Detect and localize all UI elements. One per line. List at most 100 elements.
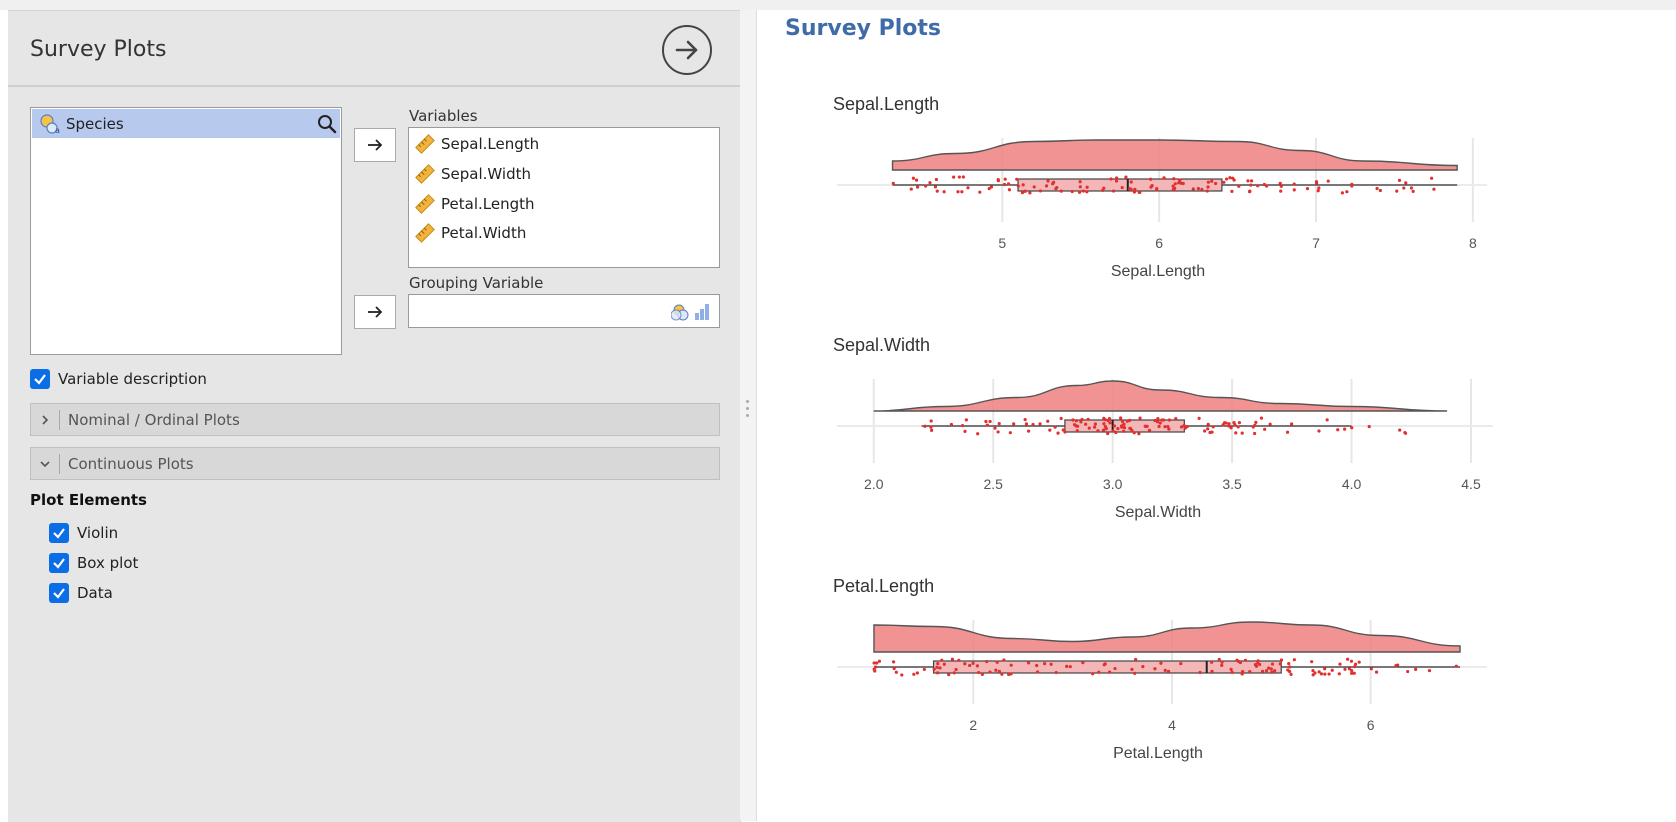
data-point [1269, 667, 1273, 671]
data-point [1279, 184, 1283, 188]
tick-label: 2 [969, 717, 977, 733]
data-point [1048, 428, 1052, 432]
data-point [1210, 669, 1214, 673]
data-point [1350, 671, 1354, 675]
data-point [1056, 431, 1060, 435]
run-arrow-button[interactable] [662, 25, 712, 75]
x-axis-label: Sepal.Length [1111, 263, 1205, 280]
variable-label: Sepal.Length [441, 135, 540, 153]
data-point [1403, 430, 1407, 435]
data-point [1267, 666, 1271, 670]
data-point [1278, 662, 1282, 666]
section-label: Continuous Plots [68, 454, 194, 473]
data-point [1059, 189, 1063, 193]
data-point [1081, 189, 1085, 193]
data-point [985, 659, 989, 664]
source-variable-list[interactable]: a Species [30, 107, 342, 355]
data-point [985, 423, 989, 427]
data-point [935, 189, 939, 193]
variable-label: Petal.Length [441, 195, 535, 213]
data-point [909, 187, 913, 191]
data-point [915, 671, 919, 675]
data-point [1288, 665, 1292, 669]
data-point [1292, 658, 1296, 662]
search-icon [318, 114, 337, 133]
data-point [954, 667, 958, 672]
move-to-grouping-button[interactable] [354, 295, 396, 329]
data-point [1183, 426, 1188, 430]
data-point [1352, 671, 1356, 675]
data-point [1292, 188, 1296, 192]
data-point [1150, 184, 1154, 188]
data-point [1125, 419, 1129, 423]
data-point [1191, 187, 1195, 191]
data-point [1402, 186, 1406, 190]
data-point [1031, 422, 1035, 427]
box-plot-checkbox[interactable] [49, 553, 69, 573]
data-point [995, 660, 999, 664]
variable-description-checkbox[interactable] [30, 369, 50, 389]
data-point [1317, 186, 1321, 190]
data-point [1078, 185, 1082, 189]
data-point [1052, 180, 1056, 184]
source-item-species[interactable]: a Species [32, 109, 340, 138]
plot-element-data-option[interactable]: Data [49, 583, 113, 603]
data-point [964, 418, 968, 422]
data-point [971, 661, 975, 666]
data-point [1084, 422, 1088, 426]
data-point [1206, 427, 1210, 431]
plot-element-violin-option[interactable]: Violin [49, 523, 118, 543]
data-point [1292, 182, 1296, 186]
search-button[interactable] [314, 109, 340, 138]
data-point [960, 424, 965, 428]
data-point [1203, 429, 1207, 433]
arrow-right-icon [368, 306, 383, 318]
data-point [1002, 658, 1006, 662]
move-to-variables-button[interactable] [354, 128, 396, 162]
raincloud-plot-2: Petal.Length 2 4 6 Petal.Length [833, 576, 1487, 762]
plot-element-boxplot-option[interactable]: Box plot [49, 553, 138, 573]
variable-item[interactable]: Petal.Length [415, 190, 535, 218]
data-point [1234, 431, 1238, 435]
variable-item[interactable]: Sepal.Length [415, 130, 539, 158]
panel-splitter[interactable] [740, 10, 756, 821]
data-point [1107, 670, 1112, 674]
data-point [1133, 187, 1137, 191]
data-point [1120, 185, 1124, 190]
data-point [997, 669, 1002, 673]
data-point [1026, 661, 1031, 665]
section-continuous-plots[interactable]: Continuous Plots [30, 447, 720, 480]
data-point [1153, 667, 1157, 671]
data-point [1068, 665, 1072, 669]
data-point [1209, 660, 1214, 664]
data-point [997, 421, 1001, 426]
data-point [1240, 431, 1244, 435]
section-label: Nominal / Ordinal Plots [68, 410, 240, 429]
data-point [988, 419, 992, 424]
data-point [928, 181, 932, 185]
data-point [968, 663, 972, 668]
variable-item[interactable]: Petal.Width [415, 219, 526, 247]
data-point [1220, 660, 1224, 664]
data-checkbox[interactable] [49, 583, 69, 603]
data-point [966, 186, 970, 190]
section-nominal-ordinal-plots[interactable]: Nominal / Ordinal Plots [30, 403, 720, 436]
data-point [1016, 184, 1020, 188]
options-panel: Survey Plots a Species [8, 10, 741, 822]
splitter-grip-dot [746, 400, 749, 403]
variables-target-list[interactable]: Sepal.Length Sepal.Width Petal.Length Pe… [408, 127, 720, 268]
checkmark-icon [34, 374, 46, 385]
data-point [1289, 672, 1293, 676]
variable-item[interactable]: Sepal.Width [415, 160, 531, 188]
data-point [1044, 184, 1049, 188]
section-separator [59, 453, 60, 474]
violin-checkbox[interactable] [49, 523, 69, 543]
data-point [1285, 430, 1290, 434]
data-point [891, 181, 895, 185]
data-point [1149, 177, 1153, 181]
x-axis-label: Petal.Length [1113, 745, 1203, 762]
grouping-variable-target[interactable] [408, 294, 720, 328]
data-point [1330, 668, 1334, 672]
data-point [1353, 665, 1357, 669]
variable-description-option[interactable]: Variable description [30, 369, 207, 389]
